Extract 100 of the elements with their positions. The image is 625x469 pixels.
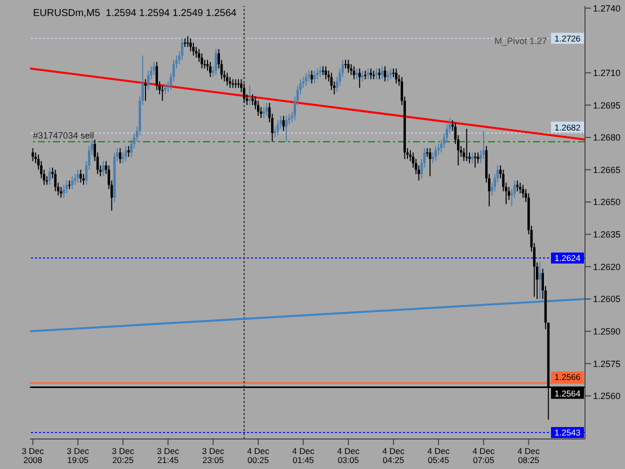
- y-tick-label: 1.2635: [593, 230, 621, 240]
- candlestick: [318, 66, 322, 78]
- y-tick-label: 1.2665: [593, 164, 621, 175]
- candlestick: [265, 102, 268, 116]
- candlestick: [74, 174, 76, 186]
- ref-line-label: #31747034 sell: [33, 130, 94, 141]
- candlestick: [226, 72, 228, 86]
- x-tick-label: 4 Dec 03:05: [337, 446, 360, 465]
- candlestick: [508, 186, 510, 200]
- candlestick: [102, 160, 104, 177]
- candlestick: [32, 148, 34, 162]
- y-tick-label: 1.2710: [593, 68, 621, 78]
- y-tick-label: 1.2650: [593, 197, 621, 208]
- candlestick: [48, 167, 51, 186]
- x-tick-label: 3 Dec 20:25: [112, 446, 135, 465]
- candlestick: [257, 100, 260, 116]
- ref-line-label: 1.2543: [554, 428, 581, 438]
- x-tick-label: 3 Dec 23:05: [202, 446, 225, 465]
- candlestick: [358, 68, 361, 88]
- candlestick: [474, 152, 476, 168]
- candlestick: [428, 148, 432, 177]
- x-tick-label: 3 Dec 2008: [22, 446, 45, 465]
- x-tick-label: 4 Dec 08:25: [518, 446, 540, 465]
- ref-line-label: 1.2726: [554, 34, 581, 44]
- candlestick: [316, 68, 319, 80]
- candlestick: [276, 120, 280, 136]
- candlestick: [65, 180, 68, 194]
- y-tick-label: 1.2605: [593, 294, 621, 304]
- candlestick: [118, 148, 122, 164]
- candlestick: [71, 176, 74, 190]
- candlestick: [161, 85, 164, 102]
- candlestick: [164, 83, 166, 95]
- candlestick: [538, 262, 542, 300]
- candlestick: [124, 146, 127, 162]
- candlestick: [386, 70, 389, 82]
- ref-line-label: 1.2564: [554, 388, 581, 398]
- candlestick: [308, 70, 310, 82]
- y-tick-label: 1.2590: [593, 326, 621, 336]
- candlestick: [389, 68, 392, 80]
- candlestick: [180, 38, 184, 60]
- candlestick: [209, 62, 212, 78]
- ref-line-label: 1.2566: [554, 372, 581, 382]
- candlestick: [465, 128, 468, 162]
- candlestick: [189, 38, 192, 52]
- candlestick: [248, 85, 251, 106]
- x-tick-label: 4 Dec 01:45: [292, 446, 316, 465]
- annotation: M_Pivot 1.27: [494, 36, 547, 46]
- candlestick: [378, 68, 381, 80]
- x-tick-label: 3 Dec 19:05: [66, 446, 90, 465]
- ref-line-label: 1.2682: [554, 122, 581, 132]
- candlestick: [214, 48, 218, 76]
- candlestick: [519, 182, 522, 194]
- x-tick-label: 4 Dec 04:25: [382, 446, 406, 465]
- candlestick: [186, 36, 189, 48]
- candlestick: [285, 115, 288, 142]
- candlestick: [380, 66, 384, 80]
- candlestick: [366, 68, 370, 80]
- y-tick-label: 1.2695: [593, 100, 621, 110]
- candlestick: [482, 130, 485, 160]
- candlestick: [147, 70, 150, 91]
- candlestick: [370, 68, 372, 80]
- candlestick: [356, 68, 358, 80]
- candlestick: [200, 52, 204, 69]
- candlestick: [330, 72, 333, 91]
- candlestick: [434, 146, 437, 162]
- candlestick: [127, 146, 130, 158]
- y-tick-label: 1.2740: [593, 3, 621, 14]
- x-tick-label: 4 Dec 00:25: [247, 446, 270, 465]
- x-tick-label: 4 Dec 05:45: [427, 446, 450, 465]
- candlestick: [361, 70, 364, 82]
- candlestick: [242, 83, 246, 104]
- candlestick: [516, 180, 519, 192]
- candlestick: [304, 72, 308, 86]
- candlestick: [310, 70, 313, 84]
- candlestick: [324, 66, 328, 80]
- x-tick-label: 3 Dec 21:45: [156, 446, 180, 465]
- candlestick: [62, 184, 66, 198]
- ref-line-label: 1.2624: [554, 253, 581, 264]
- y-tick-label: 1.2680: [593, 132, 621, 143]
- candlestick: [282, 115, 285, 132]
- candlestick: [350, 64, 352, 76]
- chart-title: EURUSDm,M5 1.2594 1.2594 1.2549 1.2564: [33, 8, 236, 19]
- candlestick: [234, 78, 237, 88]
- candlestick: [262, 106, 266, 119]
- candlestick: [54, 169, 57, 192]
- candlestick: [251, 94, 254, 106]
- x-tick-label: 4 Dec 07:05: [472, 446, 496, 465]
- candlestick: [195, 46, 198, 58]
- candlestick: [426, 148, 428, 158]
- candlestick: [471, 152, 474, 164]
- y-tick-label: 1.2620: [593, 262, 621, 272]
- candlestick: [76, 169, 80, 184]
- candlestick: [476, 152, 480, 164]
- y-tick-label: 1.2575: [593, 358, 621, 369]
- y-tick-label: 1.2560: [593, 391, 621, 402]
- candlestick: [80, 169, 82, 184]
- candlestick: [395, 68, 398, 84]
- candlestick: [347, 59, 350, 74]
- candlestick: [192, 42, 195, 56]
- candlestick: [232, 78, 234, 88]
